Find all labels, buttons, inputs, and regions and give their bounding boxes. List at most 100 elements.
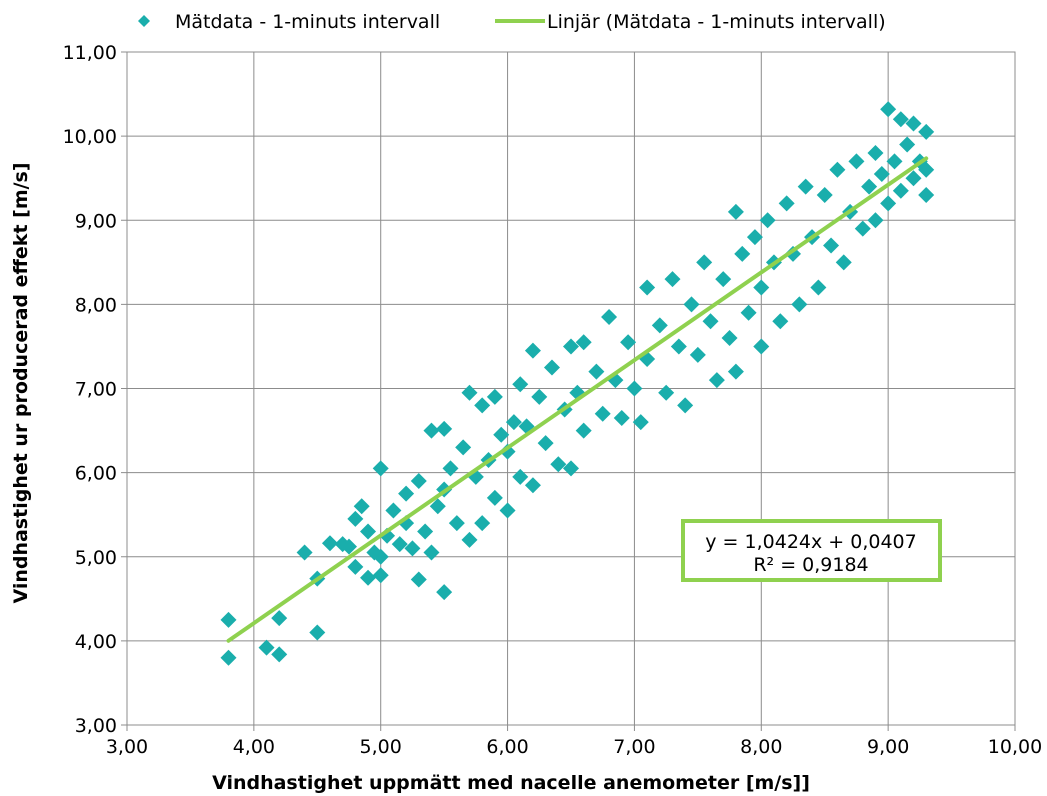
x-axis-ticks: 3,00 4,00 5,00 6,00 7,00 8,00 9,00 10,00	[106, 736, 1042, 758]
x-tick-label: 5,00	[360, 736, 402, 758]
data-point	[753, 338, 770, 355]
data-point	[493, 426, 510, 443]
y-tick-label: 4,00	[75, 631, 117, 653]
data-point	[550, 456, 567, 473]
data-point	[537, 435, 554, 452]
data-point	[563, 338, 579, 355]
data-point	[734, 245, 751, 262]
data-point	[271, 646, 288, 663]
data-point	[588, 363, 605, 380]
data-point	[347, 510, 364, 527]
data-point	[721, 330, 738, 347]
data-point	[372, 460, 389, 477]
trendline-group	[226, 156, 929, 643]
data-point	[759, 212, 776, 229]
data-point	[410, 571, 427, 588]
plot-frame	[126, 51, 1016, 726]
data-point	[360, 569, 377, 586]
data-point	[524, 342, 541, 359]
data-point	[436, 584, 453, 601]
data-point	[854, 220, 871, 237]
data-point	[391, 536, 408, 553]
data-point	[258, 639, 275, 656]
equation-box-border	[681, 519, 942, 582]
data-point	[689, 346, 706, 363]
data-point	[823, 237, 840, 254]
data-point	[372, 567, 389, 584]
data-point	[385, 502, 402, 519]
legend-label-scatter: Mätdata - 1-minuts intervall	[175, 11, 440, 33]
data-point	[486, 489, 503, 506]
data-point	[398, 485, 415, 502]
x-axis-title: Vindhastighet uppmätt med nacelle anemom…	[212, 772, 810, 794]
data-point	[835, 254, 852, 271]
data-point	[448, 515, 465, 532]
data-point	[347, 558, 364, 575]
data-point	[461, 384, 478, 401]
data-point	[575, 422, 592, 439]
data-point	[531, 388, 548, 405]
data-point	[829, 161, 846, 178]
x-tick-label: 8,00	[740, 736, 782, 758]
data-point	[442, 460, 459, 477]
y-axis-ticks: 3,00 4,00 5,00 6,00 7,00 8,00 9,00 10,00 11,00	[63, 42, 117, 737]
data-point	[512, 468, 529, 485]
data-point	[810, 279, 827, 296]
y-tick-label: 7,00	[75, 379, 117, 401]
equation-box: y = 1,0424x + 0,0407 R² = 0,9184	[681, 519, 942, 582]
data-point	[512, 376, 529, 393]
data-point	[613, 409, 630, 426]
data-point	[543, 359, 560, 376]
data-point	[918, 123, 935, 140]
data-point	[696, 254, 713, 271]
data-point	[423, 544, 440, 561]
data-point	[873, 165, 890, 182]
data-point	[746, 229, 763, 246]
data-point	[740, 304, 757, 321]
data-point	[341, 538, 357, 555]
data-point	[727, 203, 744, 220]
grid-lines	[121, 51, 1016, 731]
data-point	[321, 535, 338, 552]
data-point	[563, 460, 579, 477]
data-point	[918, 161, 935, 178]
data-point	[575, 334, 592, 351]
data-point	[429, 498, 446, 515]
data-point	[753, 279, 770, 296]
data-point	[892, 111, 909, 128]
y-tick-label: 9,00	[75, 210, 117, 232]
r-squared-label: R² = 0,9184	[753, 554, 868, 576]
data-point	[772, 313, 789, 330]
data-point	[436, 420, 453, 437]
data-point	[867, 212, 884, 229]
y-tick-label: 6,00	[75, 463, 117, 485]
data-point	[626, 380, 643, 397]
data-point	[353, 498, 370, 515]
x-tick-label: 7,00	[613, 736, 655, 758]
data-point	[639, 279, 656, 296]
data-point	[499, 443, 516, 460]
data-point	[486, 388, 503, 405]
data-point	[727, 363, 744, 380]
data-point	[220, 611, 237, 628]
data-point	[474, 515, 491, 532]
data-point	[670, 338, 687, 355]
data-point	[905, 170, 922, 187]
data-point	[417, 523, 434, 540]
data-point	[664, 271, 681, 288]
data-point	[524, 477, 541, 494]
data-point	[899, 136, 916, 153]
data-point	[797, 178, 814, 195]
data-point	[905, 115, 922, 132]
data-point	[658, 384, 675, 401]
data-point	[880, 195, 897, 212]
data-point	[296, 544, 313, 561]
data-point	[360, 523, 377, 540]
data-point	[455, 439, 472, 456]
data-point	[632, 414, 649, 431]
data-point	[715, 271, 732, 288]
data-point	[791, 296, 808, 313]
data-point	[404, 540, 421, 557]
legend-marker-scatter	[138, 15, 150, 27]
